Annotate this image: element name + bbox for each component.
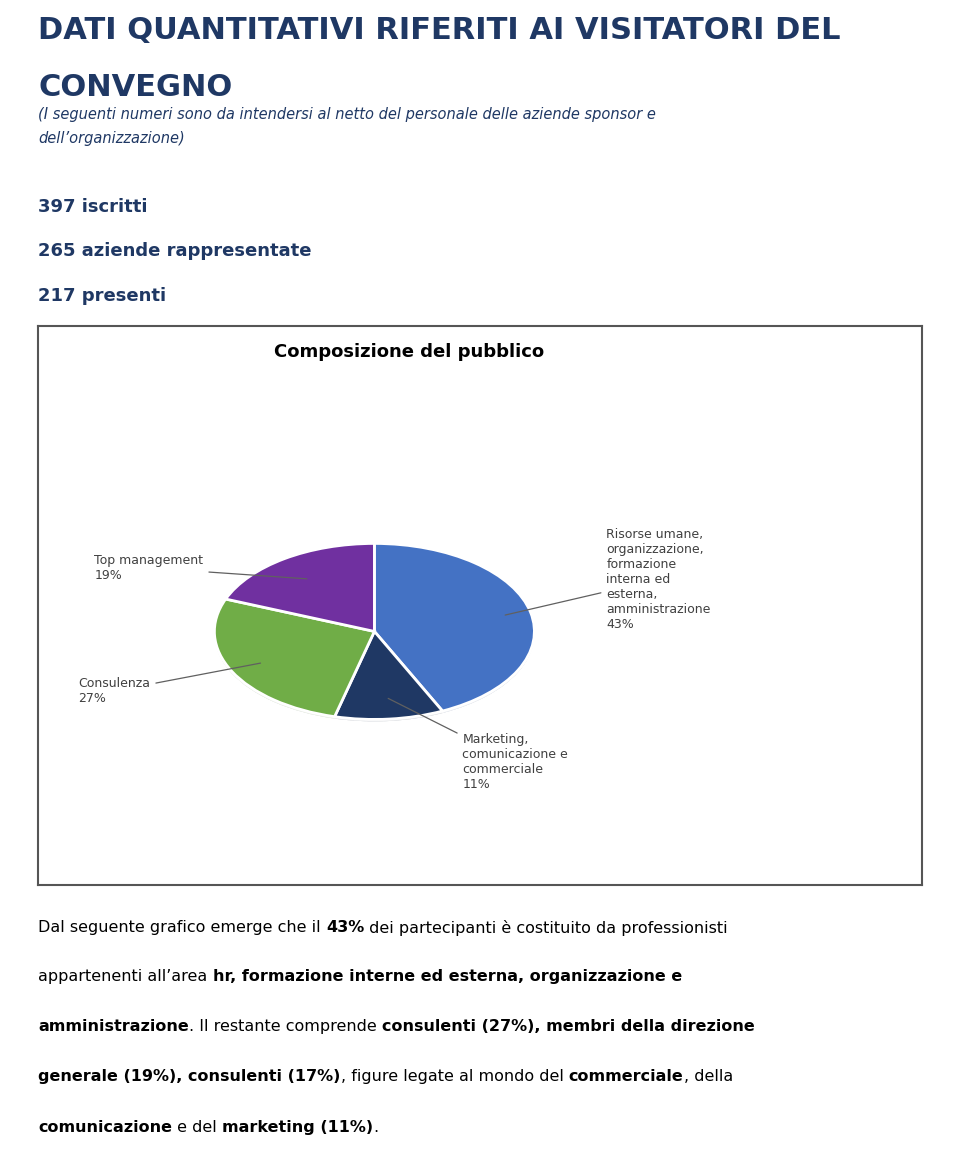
Wedge shape — [374, 544, 535, 712]
Text: Risorse umane,
organizzazione,
formazione
interna ed
esterna,
amministrazione
43: Risorse umane, organizzazione, formazion… — [505, 528, 710, 631]
Wedge shape — [226, 544, 374, 633]
Text: Top management
19%: Top management 19% — [94, 553, 307, 581]
Wedge shape — [335, 633, 443, 720]
Text: 397 iscritti: 397 iscritti — [38, 198, 148, 216]
Wedge shape — [374, 543, 535, 711]
Wedge shape — [214, 599, 374, 716]
Wedge shape — [335, 631, 443, 720]
Wedge shape — [335, 634, 443, 721]
Text: 43%: 43% — [326, 920, 365, 935]
Text: Dal seguente grafico emerge che il: Dal seguente grafico emerge che il — [38, 920, 326, 935]
Wedge shape — [226, 544, 374, 633]
Wedge shape — [226, 545, 374, 633]
Wedge shape — [214, 599, 374, 716]
Text: generale (19%), consulenti (17%): generale (19%), consulenti (17%) — [38, 1069, 341, 1085]
Wedge shape — [374, 545, 535, 712]
Wedge shape — [374, 545, 535, 713]
Text: Marketing,
comunicazione e
commerciale
11%: Marketing, comunicazione e commerciale 1… — [388, 698, 568, 791]
Text: dei partecipanti è costituito da professionisti: dei partecipanti è costituito da profess… — [365, 920, 728, 937]
Text: CONVEGNO: CONVEGNO — [38, 72, 232, 101]
Wedge shape — [374, 545, 535, 713]
Wedge shape — [214, 600, 374, 718]
Wedge shape — [214, 600, 374, 718]
Wedge shape — [214, 601, 374, 719]
Wedge shape — [335, 631, 443, 720]
Text: hr, formazione interne ed esterna, organizzazione e: hr, formazione interne ed esterna, organ… — [213, 969, 682, 984]
Text: . Il restante comprende: . Il restante comprende — [189, 1019, 382, 1035]
Wedge shape — [214, 599, 374, 716]
Wedge shape — [226, 543, 374, 631]
Wedge shape — [214, 600, 374, 718]
Text: appartenenti all’area: appartenenti all’area — [38, 969, 213, 984]
Wedge shape — [374, 544, 535, 712]
Wedge shape — [335, 631, 443, 720]
Text: marketing (11%): marketing (11%) — [223, 1120, 373, 1135]
Wedge shape — [226, 544, 374, 631]
Text: 217 presenti: 217 presenti — [38, 287, 166, 304]
Wedge shape — [335, 633, 443, 721]
Wedge shape — [374, 544, 535, 712]
Wedge shape — [226, 545, 374, 634]
Wedge shape — [214, 600, 374, 718]
Text: Consulenza
27%: Consulenza 27% — [79, 663, 260, 705]
Wedge shape — [335, 631, 443, 720]
Text: .: . — [373, 1120, 378, 1135]
Text: (I seguenti numeri sono da intendersi al netto del personale delle aziende spons: (I seguenti numeri sono da intendersi al… — [38, 107, 657, 146]
Text: Composizione del pubblico: Composizione del pubblico — [275, 343, 544, 361]
Wedge shape — [335, 633, 443, 721]
Text: 265 aziende rappresentate: 265 aziende rappresentate — [38, 242, 312, 260]
Wedge shape — [226, 544, 374, 631]
Text: , figure legate al mondo del: , figure legate al mondo del — [341, 1069, 568, 1085]
Wedge shape — [335, 633, 443, 721]
Text: consulenti (27%), membri della direzione: consulenti (27%), membri della direzione — [382, 1019, 755, 1035]
Text: e del: e del — [173, 1120, 223, 1135]
Text: amministrazione: amministrazione — [38, 1019, 189, 1035]
Wedge shape — [374, 543, 535, 711]
Wedge shape — [226, 545, 374, 633]
Wedge shape — [335, 633, 443, 720]
Wedge shape — [226, 543, 374, 631]
Wedge shape — [214, 601, 374, 719]
Text: comunicazione: comunicazione — [38, 1120, 173, 1135]
Wedge shape — [214, 600, 374, 718]
Wedge shape — [226, 545, 374, 633]
Text: DATI QUANTITATIVI RIFERITI AI VISITATORI DEL: DATI QUANTITATIVI RIFERITI AI VISITATORI… — [38, 16, 841, 45]
Wedge shape — [374, 544, 535, 712]
Wedge shape — [374, 545, 535, 713]
Text: , della: , della — [684, 1069, 732, 1085]
Text: commerciale: commerciale — [568, 1069, 684, 1085]
